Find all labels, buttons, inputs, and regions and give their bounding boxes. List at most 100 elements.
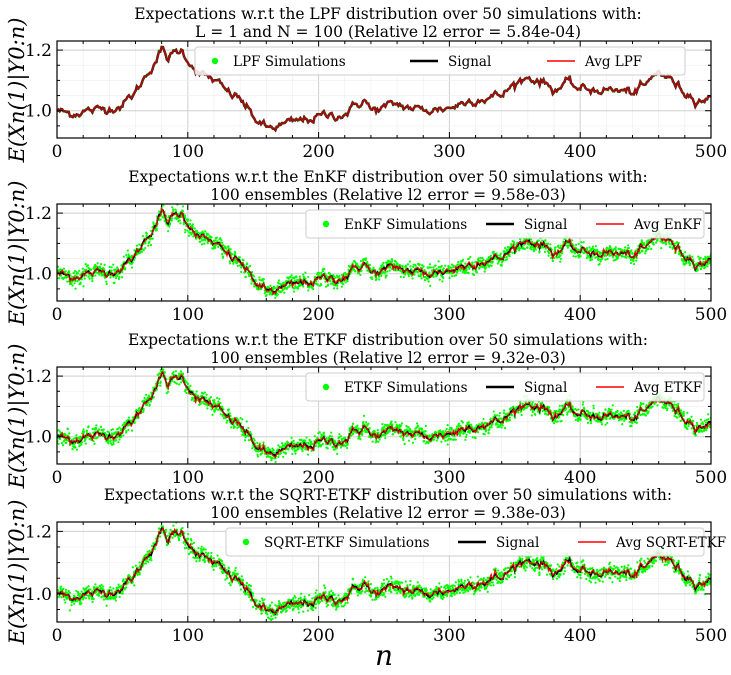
simulation-point [469,255,472,259]
simulation-point [274,287,277,290]
simulation-point [505,249,509,252]
simulation-point [317,272,320,275]
simulation-point [287,277,290,280]
simulation-point [328,442,332,445]
simulation-point [298,275,301,278]
simulation-point [111,433,115,436]
simulation-point [606,257,609,261]
simulation-point [427,280,430,283]
simulation-point [245,263,249,266]
simulation-point [67,271,70,274]
simulation-point [390,258,394,261]
simulation-point [604,254,608,257]
legend-label-average: Avg EnKF [633,217,702,233]
simulation-point [444,264,447,267]
simulation-point [97,428,100,431]
simulation-point [547,250,550,253]
simulation-point [449,266,453,269]
simulation-point [253,439,256,442]
simulation-point [401,264,404,268]
simulation-point [332,275,335,278]
simulation-point [566,246,570,249]
simulation-point [528,243,531,246]
simulation-point [352,268,355,271]
x-tick-label: 300 [433,305,465,325]
simulation-point [96,262,99,265]
simulation-point [362,414,366,417]
simulation-point [316,436,319,439]
simulation-point [229,248,232,251]
simulation-point [171,379,174,383]
simulation-point [490,260,494,263]
simulation-point [79,435,82,438]
simulation-point [533,246,536,249]
simulation-point [220,239,223,242]
simulation-point [336,284,339,287]
simulation-point [652,241,655,244]
simulation-point [80,441,84,444]
panel-2-title-line2: 100 ensembles (Relative l2 error = 9.58e… [210,186,566,204]
simulation-point [432,275,435,278]
simulation-point [253,275,256,278]
simulation-point [394,260,397,263]
simulation-point [294,452,297,455]
simulation-point [356,424,359,427]
simulation-point [178,383,181,386]
simulation-point [185,381,188,384]
simulation-point [149,237,153,240]
simulation-point [231,253,234,256]
panel-2-title-line1: Expectations w.r.t the EnKF distribution… [128,168,648,186]
simulation-point [374,278,378,282]
simulation-point [605,247,608,251]
simulation-point [683,263,686,266]
simulation-point [86,264,90,267]
simulation-point [76,272,80,275]
simulation-point [559,254,562,257]
simulation-point [314,444,317,447]
simulation-point [114,268,117,271]
simulation-point [199,402,202,405]
simulation-point [72,271,75,275]
simulation-point [508,253,511,256]
simulation-point [320,271,323,274]
simulation-point [250,271,254,274]
simulation-point [120,276,124,279]
simulation-point [322,432,325,435]
simulation-point [217,408,220,411]
simulation-point [113,281,116,284]
simulation-point [279,452,282,455]
simulation-point [492,250,495,254]
legend-marker-simulations [322,220,330,228]
simulation-point [193,227,196,230]
simulation-point [554,246,557,249]
simulation-point [149,243,153,247]
simulation-point [233,425,236,429]
simulation-point [99,425,103,428]
simulation-point [437,260,440,263]
x-tick-label: 100 [172,305,204,325]
simulation-point [99,262,103,266]
simulation-point [346,280,349,283]
simulation-point [183,215,187,218]
x-tick-label: 300 [433,142,465,162]
simulation-point [416,262,420,265]
simulation-point [652,243,656,246]
simulation-point [452,264,455,268]
simulation-point [708,262,711,265]
simulation-point [142,248,145,252]
simulation-point [110,269,113,272]
simulation-point [646,247,650,250]
simulation-point [351,433,354,436]
simulation-point [461,270,464,274]
simulation-point [420,277,423,280]
simulation-point [168,225,171,228]
simulation-point [163,220,166,223]
simulation-point [241,418,244,421]
simulation-point [122,255,125,258]
simulation-point [115,439,118,442]
simulation-point [598,258,601,261]
simulation-point [211,413,214,416]
simulation-point [167,230,170,233]
simulation-point [384,276,387,279]
average-line [57,206,711,296]
